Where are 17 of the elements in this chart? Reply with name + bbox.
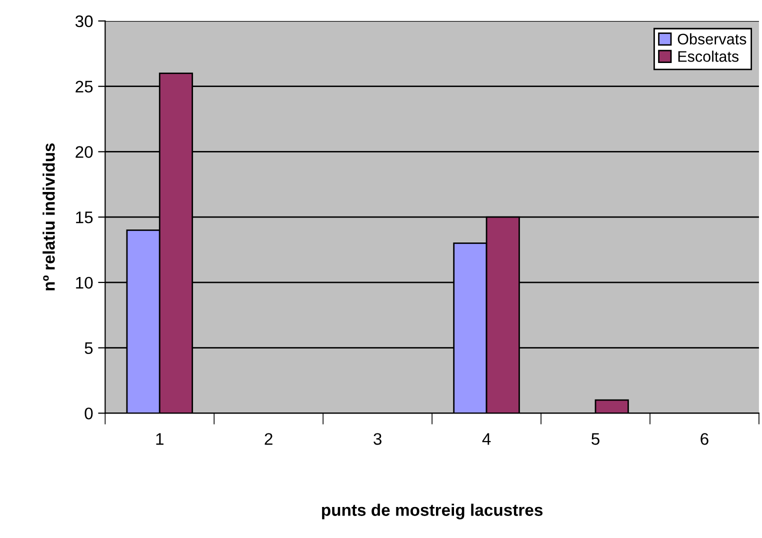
y-tick-label: 20 <box>76 146 93 158</box>
y-tick-label: 25 <box>76 80 93 93</box>
legend-label: Escoltats <box>678 50 739 62</box>
y-tick-label: 30 <box>75 15 93 28</box>
y-tick-label: 15 <box>76 212 93 224</box>
x-tick-label: 5 <box>592 433 600 445</box>
y-tick-label: 0 <box>84 408 93 420</box>
x-tick-label: 6 <box>700 433 708 445</box>
y-tick-label: 10 <box>76 276 93 289</box>
legend-label: Observats <box>678 33 746 45</box>
x-axis-title: punts de mostreig lacustres <box>322 504 543 520</box>
x-tick-label: 1 <box>156 433 164 445</box>
x-tick-label: 3 <box>374 433 382 445</box>
x-tick-label: 2 <box>264 433 272 445</box>
y-axis-title: nº relatiu individus <box>42 143 55 290</box>
y-tick-label: 5 <box>84 342 93 354</box>
x-tick-label: 4 <box>482 433 491 445</box>
